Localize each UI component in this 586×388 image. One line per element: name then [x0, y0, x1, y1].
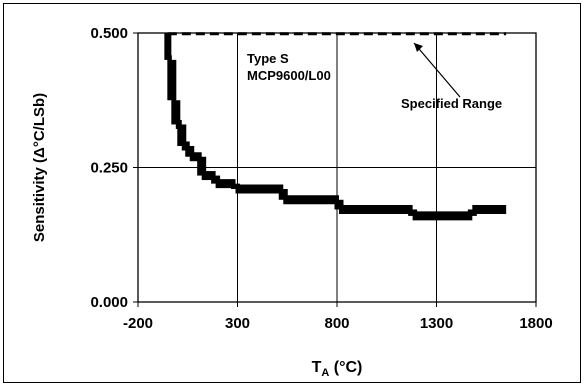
- chart-frame: [3, 3, 581, 383]
- x-tick-label: 1300: [420, 315, 453, 332]
- x-axis-label-rest: (°C): [329, 359, 362, 376]
- y-axis-ticks: 0.000 0.250 0.500: [90, 25, 138, 311]
- x-tick-label: -200: [123, 315, 153, 332]
- y-tick-label: 0.250: [90, 160, 128, 177]
- specified-range-arrow: [413, 42, 461, 98]
- part-label: MCP9600/L00: [247, 68, 331, 83]
- x-axis-ticks: -200 300 800 1300 1800: [123, 302, 553, 332]
- type-label: Type S: [247, 51, 289, 66]
- x-axis-label: TA (°C): [312, 359, 363, 379]
- x-tick-label: 1800: [519, 315, 552, 332]
- x-axis-label-subscript: A: [321, 367, 329, 379]
- x-tick-label: 300: [225, 315, 250, 332]
- y-axis-label: Sensitivity (Δ°C/LSb): [31, 93, 48, 242]
- arrowhead-icon: [414, 43, 423, 52]
- y-tick-label: 0.000: [90, 294, 128, 311]
- y-tick-label: 0.500: [90, 25, 128, 42]
- range-label: Specified Range: [401, 96, 502, 111]
- x-axis-label-main: T: [312, 359, 322, 376]
- sensitivity-series: [164, 33, 507, 221]
- x-tick-label: 800: [324, 315, 349, 332]
